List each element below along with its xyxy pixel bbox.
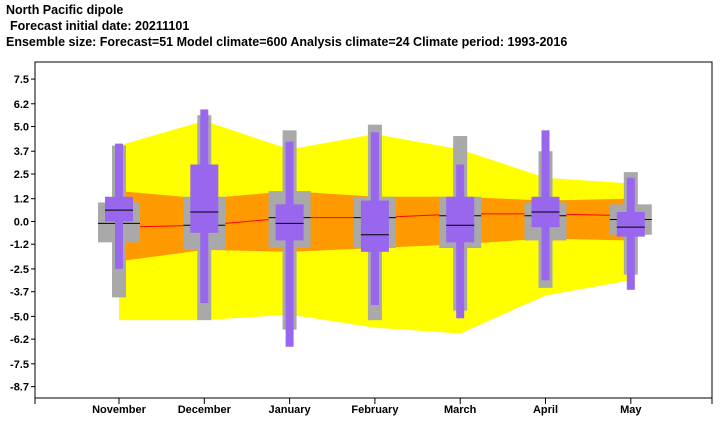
y-tick-label: -6.2 [10,334,29,346]
y-tick-label: -3.7 [10,287,29,299]
y-tick-label: -1.2 [10,239,29,251]
y-tick-label: -2.5 [10,264,29,276]
y-tick-label: 5.0 [14,122,29,134]
month-group-april [524,130,567,288]
month-group-december [183,109,226,321]
forecast-box [446,196,475,243]
month-group-may [609,172,652,290]
x-tick-label: December [178,404,232,416]
forecast-box [616,211,645,237]
chart-info: Ensemble size: Forecast=51 Model climate… [6,35,568,49]
y-tick-label: -5.0 [10,311,29,323]
forecast-box [275,204,304,241]
chart-subtitle: Forecast initial date: 20211101 [10,19,190,33]
y-tick-label: 7.5 [14,74,29,86]
y-tick-label: -8.7 [10,382,29,394]
y-tick-label: 3.7 [14,146,29,158]
y-tick-label: 1.2 [14,194,29,206]
month-group-november [98,143,140,298]
x-tick-label: January [268,404,311,416]
x-tick-label: May [620,404,642,416]
y-tick-label: 0.0 [14,216,29,228]
x-tick-label: March [444,404,477,416]
box-groups [98,109,652,347]
x-tick-label: February [351,404,399,416]
forecast-box [190,164,219,233]
chart-title: North Pacific dipole [6,3,124,17]
month-group-march [439,136,482,319]
y-tick-label: 2.5 [14,169,29,181]
month-group-february [353,124,396,321]
axes: 7.5 6.2 5.0 3.7 2.5 1.2 0.0 -1.2 -2.5 -3.7 -5.0 -6.… [10,61,713,416]
x-tick-label: November [92,404,147,416]
forecast-whisker [285,141,294,347]
month-group-january [268,130,311,347]
forecast-box [105,196,133,222]
chart-titles: North Pacific dipole Forecast initial da… [6,2,567,50]
plot-frame [34,61,713,399]
x-tick-label: April [533,404,558,416]
y-tick-label: -7.5 [10,359,29,371]
forecast-box [360,200,389,252]
y-tick-label: 6.2 [14,99,29,111]
